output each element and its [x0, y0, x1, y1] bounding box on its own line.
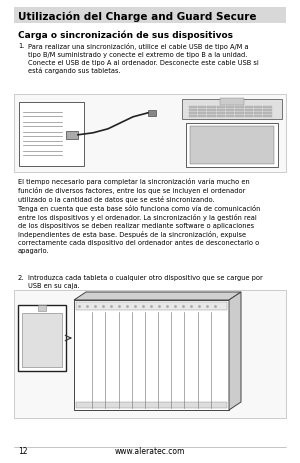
Bar — [76, 402, 227, 408]
Bar — [220, 99, 244, 106]
Bar — [263, 116, 272, 118]
Bar — [207, 106, 215, 108]
Text: Utilización del Charge and Guard Secure: Utilización del Charge and Guard Secure — [18, 11, 256, 22]
Text: 12: 12 — [18, 446, 28, 456]
Bar — [235, 116, 244, 118]
Bar — [226, 106, 234, 108]
Bar — [244, 113, 253, 114]
Text: Introduzca cada tableta o cualquier otro dispositivo que se cargue por
USB en su: Introduzca cada tableta o cualquier otro… — [28, 275, 263, 288]
Bar — [207, 116, 215, 118]
Text: Para realizar una sincronización, utilice el cable USB de tipo A/M a
tipo B/M su: Para realizar una sincronización, utilic… — [28, 43, 259, 74]
Bar — [263, 113, 272, 114]
Bar — [182, 100, 282, 120]
Text: 2.: 2. — [18, 275, 24, 281]
Bar — [14, 95, 286, 173]
Bar — [263, 106, 272, 108]
Bar — [226, 109, 234, 112]
Bar — [38, 305, 46, 311]
Bar — [66, 131, 78, 139]
Bar — [198, 116, 206, 118]
Bar — [226, 113, 234, 114]
Bar — [18, 305, 66, 371]
Bar — [198, 106, 206, 108]
Bar — [217, 113, 225, 114]
Bar — [217, 106, 225, 108]
Bar — [76, 302, 227, 310]
Polygon shape — [229, 292, 241, 410]
Text: www.aleratec.com: www.aleratec.com — [115, 446, 185, 456]
Bar — [244, 109, 253, 112]
Bar — [207, 109, 215, 112]
Bar — [217, 109, 225, 112]
Bar — [188, 106, 197, 108]
Bar — [263, 109, 272, 112]
Bar — [198, 113, 206, 114]
Bar — [22, 313, 62, 367]
Text: 1.: 1. — [18, 43, 24, 49]
Bar — [74, 300, 229, 410]
Bar — [148, 111, 156, 117]
Text: Carga o sincronización de sus dispositivos: Carga o sincronización de sus dispositiv… — [18, 30, 233, 39]
Bar — [235, 109, 244, 112]
Bar — [190, 126, 274, 165]
Text: El tiempo necesario para completar la sincronización varía mucho en
función de d: El tiempo necesario para completar la si… — [18, 178, 260, 253]
Bar — [254, 109, 262, 112]
Bar — [254, 116, 262, 118]
Bar — [254, 106, 262, 108]
Bar — [254, 113, 262, 114]
Bar — [188, 109, 197, 112]
Bar — [207, 113, 215, 114]
Bar — [217, 116, 225, 118]
Bar — [226, 116, 234, 118]
Bar — [14, 8, 286, 24]
Bar — [198, 109, 206, 112]
Bar — [188, 113, 197, 114]
Bar — [235, 106, 244, 108]
Bar — [235, 113, 244, 114]
Bar — [186, 124, 278, 168]
Bar — [244, 116, 253, 118]
Bar — [244, 106, 253, 108]
Bar — [188, 116, 197, 118]
Polygon shape — [74, 292, 241, 300]
Bar — [14, 290, 286, 418]
Bar — [19, 103, 84, 167]
